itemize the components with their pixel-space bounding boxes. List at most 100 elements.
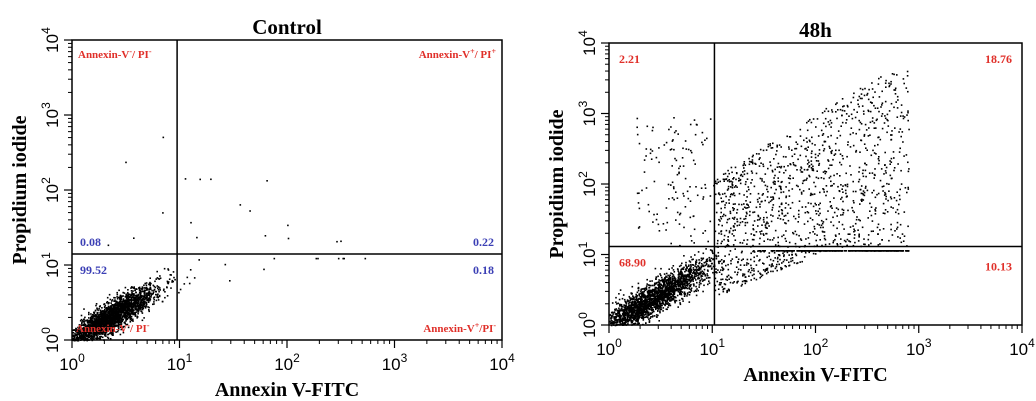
event-dot	[128, 304, 131, 307]
event-dot	[873, 104, 875, 107]
event-dot	[877, 233, 879, 235]
plot-title: 48h	[799, 18, 832, 42]
event-dot	[98, 320, 100, 323]
event-dot	[643, 289, 646, 291]
event-dot	[643, 287, 646, 290]
event-dot	[700, 282, 702, 285]
event-dot	[687, 148, 690, 151]
event-dot	[85, 331, 88, 333]
event-dot	[702, 271, 705, 273]
event-dot	[91, 313, 94, 316]
event-dot	[148, 310, 150, 313]
event-dot	[671, 288, 673, 290]
event-dot	[745, 181, 747, 183]
event-dot	[628, 303, 630, 305]
event-dot	[121, 316, 124, 319]
event-dot	[113, 296, 115, 299]
event-dot	[640, 289, 643, 291]
event-dot	[146, 296, 148, 298]
event-dot	[686, 281, 689, 284]
event-dot	[673, 277, 675, 280]
event-dot	[158, 295, 161, 298]
event-dot	[127, 305, 129, 307]
event-dot	[670, 148, 673, 150]
event-dot	[78, 324, 81, 326]
event-dot	[705, 260, 708, 262]
event-dot	[672, 289, 675, 291]
event-dot	[783, 172, 785, 174]
event-dot	[765, 149, 768, 151]
event-dot	[127, 309, 130, 312]
event-dot	[645, 316, 648, 318]
event-dot	[707, 265, 709, 268]
event-dot	[649, 302, 651, 304]
event-dot	[658, 279, 660, 281]
event-dot	[171, 281, 173, 283]
event-dot	[133, 237, 135, 239]
event-dot	[695, 123, 698, 126]
event-dot	[662, 223, 665, 225]
event-dot	[133, 303, 135, 305]
event-dot	[634, 301, 637, 303]
event-dot	[86, 324, 89, 326]
event-dot	[82, 336, 85, 339]
event-dot	[159, 289, 161, 291]
event-dot	[693, 276, 696, 278]
event-dot	[622, 309, 625, 311]
event-dot	[645, 322, 647, 324]
event-dot	[632, 316, 634, 319]
event-dot	[701, 280, 704, 282]
event-dot	[740, 203, 743, 206]
event-dot	[628, 304, 630, 307]
event-dot	[644, 301, 646, 304]
event-dot	[619, 315, 622, 317]
event-dot	[149, 299, 151, 302]
event-dot	[73, 336, 76, 339]
event-dot	[671, 165, 673, 167]
event-dot	[145, 302, 148, 304]
event-dot	[669, 276, 671, 279]
event-dot	[619, 320, 621, 322]
event-dot	[685, 282, 687, 284]
event-dot	[649, 296, 651, 298]
event-dot	[689, 270, 691, 273]
event-dot	[105, 331, 108, 333]
event-dot	[125, 161, 127, 164]
event-dot	[682, 276, 684, 278]
event-dot	[629, 318, 631, 321]
event-dot	[767, 145, 770, 148]
event-dot	[98, 330, 101, 333]
event-dot	[628, 316, 631, 319]
event-dot	[85, 324, 87, 327]
event-dot	[142, 298, 144, 300]
event-dot	[756, 219, 759, 221]
event-dot	[680, 281, 683, 284]
event-dot	[136, 299, 138, 301]
event-dot	[728, 202, 730, 204]
event-dot	[828, 145, 831, 148]
event-dot	[643, 307, 645, 309]
event-dot	[858, 236, 860, 238]
event-dot	[795, 147, 798, 150]
event-dot	[654, 293, 656, 295]
event-dot	[638, 192, 640, 194]
event-dot	[166, 286, 168, 288]
event-dot	[138, 304, 140, 307]
event-dot	[609, 314, 611, 317]
event-dot	[695, 279, 697, 281]
event-dot	[842, 209, 845, 212]
event-dot	[140, 300, 143, 303]
event-dot	[137, 311, 139, 313]
event-dot	[660, 304, 662, 307]
event-dot	[130, 303, 133, 305]
event-dot	[109, 338, 112, 340]
event-dot	[140, 310, 143, 313]
event-dot	[73, 335, 76, 338]
event-dot	[117, 304, 119, 307]
event-dot	[630, 301, 632, 304]
event-dot	[893, 197, 896, 199]
event-dot	[137, 296, 139, 299]
event-dot	[101, 333, 104, 335]
event-dot	[675, 284, 677, 286]
event-dot	[693, 283, 695, 286]
